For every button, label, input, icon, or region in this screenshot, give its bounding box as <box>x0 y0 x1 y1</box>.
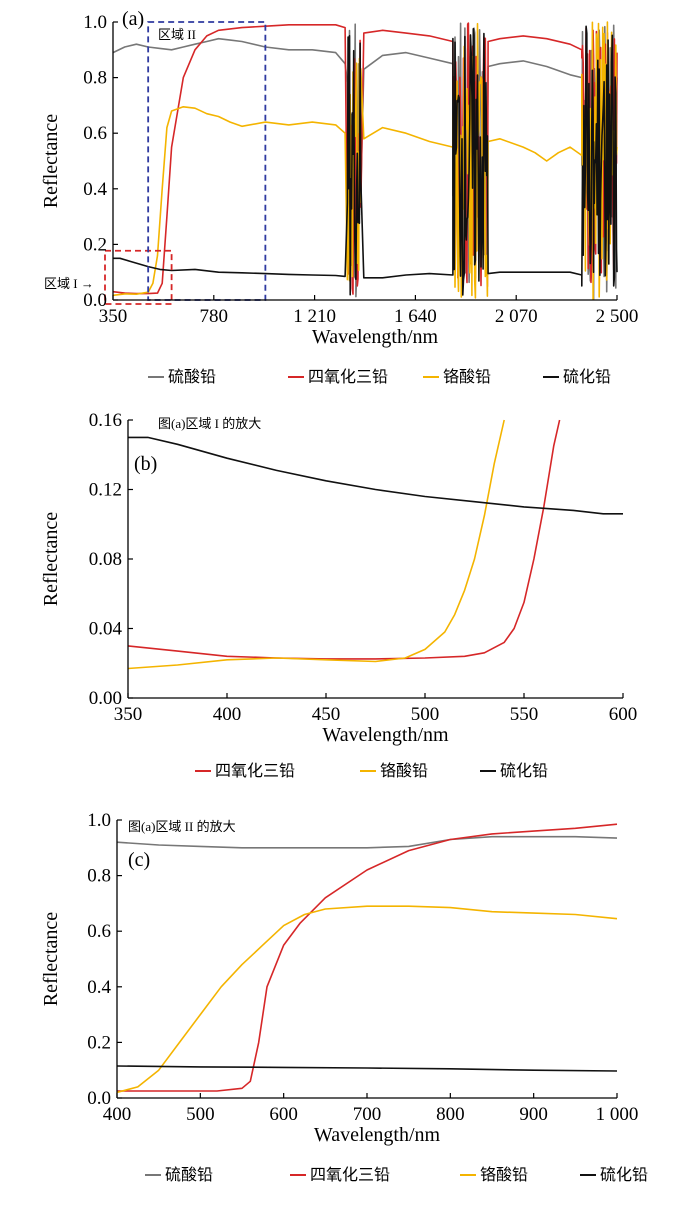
x-tick-label: 450 <box>312 704 341 725</box>
series-line-1 <box>116 835 618 849</box>
panel-label: (a) <box>122 8 144 30</box>
x-tick-label: 600 <box>609 704 638 725</box>
y-tick-label: 0.6 <box>87 921 111 942</box>
legend-label: 铬酸铅 <box>443 367 491 386</box>
chart-panel-b: 0.00 0.04 0.08 0.12 0.16 350 400 450 500 550 600 Wa… <box>40 410 637 780</box>
y-tick-label: 0.0 <box>87 1088 111 1109</box>
x-tick-label: 1 000 <box>596 1104 639 1125</box>
y-tick-label: 1.0 <box>83 12 107 33</box>
region-box-1 <box>104 249 173 305</box>
x-tick-label: 500 <box>186 1104 215 1125</box>
y-tick-label: 0.12 <box>89 480 122 501</box>
legend-label: 铬酸铅 <box>480 1165 528 1184</box>
legend-label: 铬酸铅 <box>380 761 428 780</box>
legend-label: 硫酸铅 <box>165 1166 213 1184</box>
y-tick-label: 0.16 <box>89 410 122 431</box>
legend-label: 硫化铅 <box>600 1166 648 1184</box>
x-tick-label: 400 <box>103 1104 132 1125</box>
x-axis-label: Wavelength/nm <box>314 1124 441 1146</box>
legend-label: 四氧化三铅 <box>310 1166 390 1184</box>
x-tick-label: 350 <box>99 306 128 327</box>
legend-label: 四氧化三铅 <box>215 762 295 780</box>
x-tick-label: 2 070 <box>495 306 538 327</box>
legend-label: 四氧化三铅 <box>308 368 388 386</box>
y-tick-label: 1.0 <box>87 810 111 831</box>
y-tick-label: 0.0 <box>83 290 107 311</box>
zoom-annotation: 图(a)区域 II 的放大 <box>128 819 236 834</box>
x-tick-label: 550 <box>510 704 539 725</box>
x-tick-label: 700 <box>353 1104 382 1125</box>
x-tick-label: 600 <box>269 1104 298 1125</box>
x-tick-label: 900 <box>519 1104 548 1125</box>
x-tick-label: 500 <box>411 704 440 725</box>
x-tick-label: 350 <box>114 704 143 725</box>
series-line-4 <box>113 25 618 296</box>
series-line-1 <box>127 419 561 660</box>
series-line-3 <box>128 436 623 515</box>
x-tick-label: 800 <box>436 1104 465 1125</box>
y-tick-label: 0.2 <box>87 1032 111 1053</box>
x-axis-label: Wavelength/nm <box>312 326 439 348</box>
chart-panel-c: 0.0 0.2 0.4 0.6 0.8 1.0 400 500 600 700 800 900 1 00… <box>40 810 648 1184</box>
y-axis-label: Reflectance <box>40 912 62 1006</box>
x-tick-label: 1 210 <box>293 306 336 327</box>
x-tick-label: 780 <box>200 306 229 327</box>
y-tick-label: 0.08 <box>89 549 122 570</box>
region-2-label: 区域 II <box>158 27 196 42</box>
panel-label: (b) <box>134 453 157 475</box>
series-line-3 <box>116 905 618 1094</box>
y-tick-label: 0.8 <box>83 68 107 89</box>
region-box-2 <box>147 21 267 301</box>
y-axis-label: Reflectance <box>40 512 62 606</box>
y-tick-label: 0.04 <box>89 619 123 640</box>
series-line-2 <box>127 419 505 670</box>
legend-label: 硫酸铅 <box>168 368 216 386</box>
panel-label: (c) <box>128 849 150 871</box>
region-1-label: 区域 I → <box>44 276 94 291</box>
y-tick-label: 0.4 <box>83 179 107 200</box>
y-tick-label: 0.2 <box>83 234 107 255</box>
chart-panel-a: 0.0 0.2 0.4 0.6 0.8 1.0 350 780 1 210 1 640 2 070 2… <box>40 8 638 386</box>
x-axis-label: Wavelength/nm <box>322 724 449 746</box>
y-tick-label: 0.00 <box>89 688 122 709</box>
series-line-2 <box>117 823 618 1092</box>
y-tick-label: 0.6 <box>83 123 107 144</box>
x-tick-label: 2 500 <box>596 306 639 327</box>
x-tick-label: 400 <box>213 704 242 725</box>
y-tick-label: 0.8 <box>87 866 111 887</box>
y-axis-label: Reflectance <box>40 114 62 208</box>
x-tick-label: 1 640 <box>394 306 437 327</box>
y-tick-label: 0.4 <box>87 977 111 998</box>
series-line-2 <box>112 22 618 295</box>
zoom-annotation: 图(a)区域 I 的放大 <box>158 416 261 431</box>
legend-label: 硫化铅 <box>500 762 548 780</box>
legend-label: 硫化铅 <box>563 368 611 386</box>
series-line-4 <box>116 1065 618 1072</box>
